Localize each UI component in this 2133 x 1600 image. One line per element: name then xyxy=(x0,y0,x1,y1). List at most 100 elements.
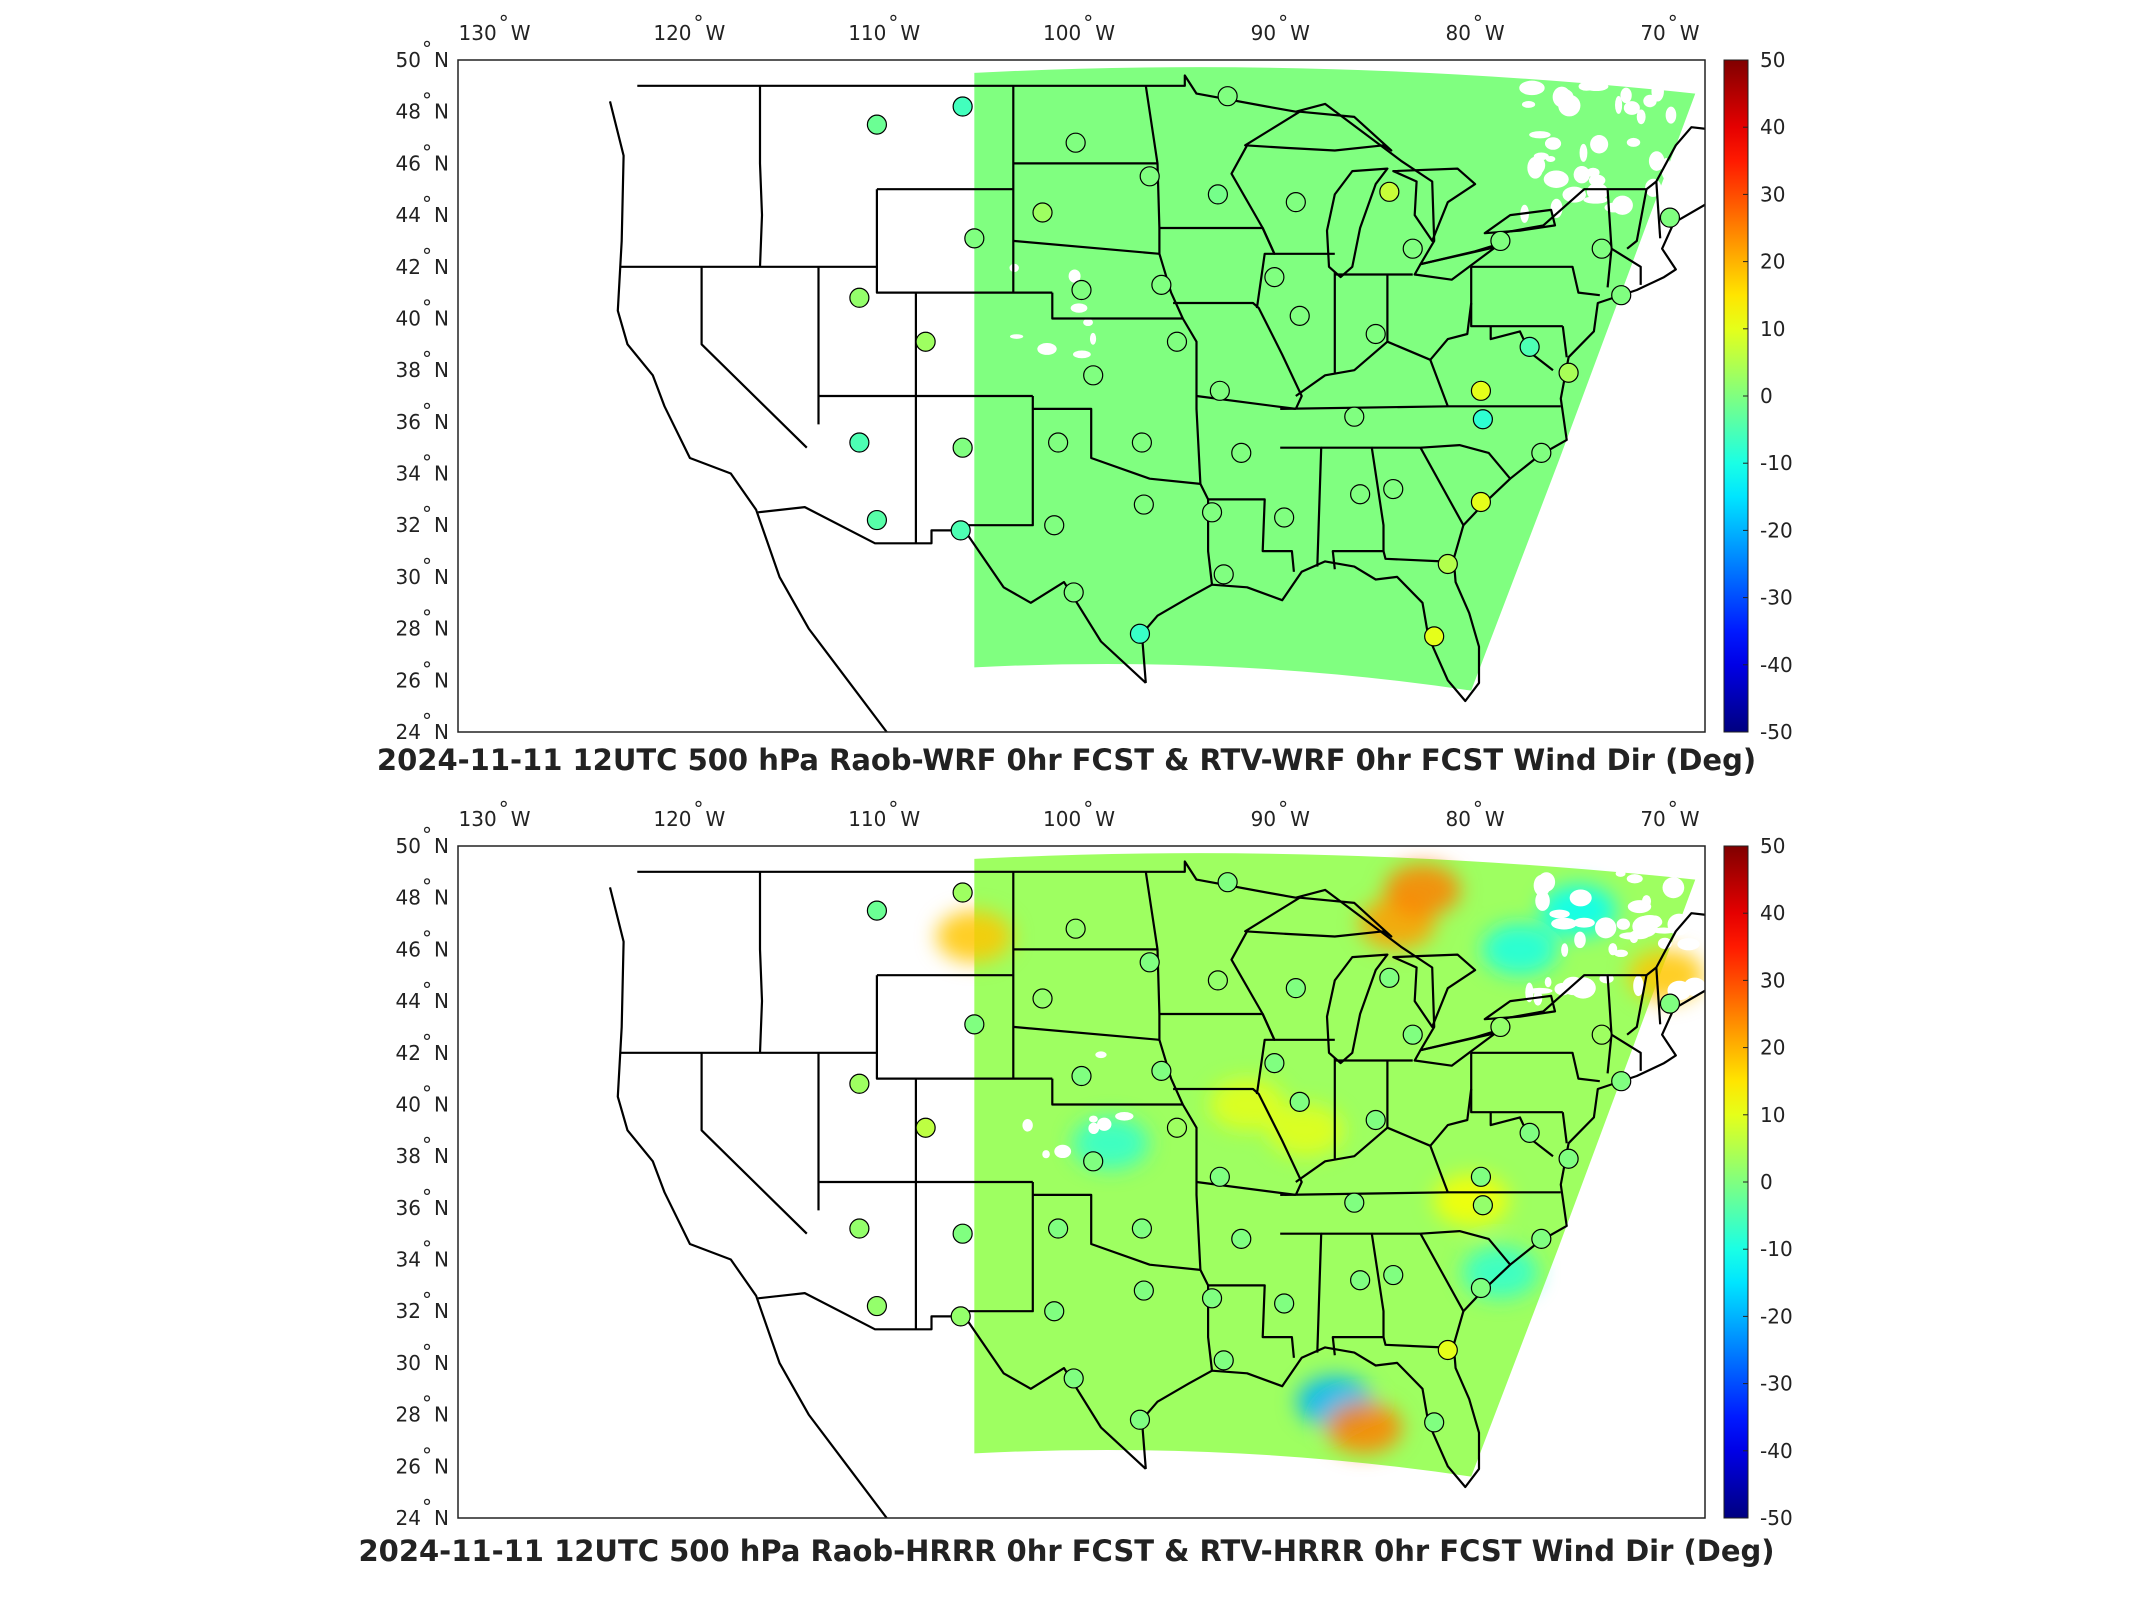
state-boundary xyxy=(1471,1051,1600,1083)
raob-point xyxy=(1344,1192,1365,1213)
speckle xyxy=(1521,101,1536,108)
colorbar-tick-label: 0 xyxy=(1760,384,1773,408)
degree-mark: ° xyxy=(422,978,432,1002)
speckle xyxy=(1009,334,1024,339)
state-boundary xyxy=(1610,247,1642,285)
raob-point xyxy=(964,228,985,249)
x-tick-hemisphere: W xyxy=(1485,807,1505,831)
raob-point xyxy=(1437,553,1458,575)
speckle xyxy=(1544,137,1562,150)
raob-point xyxy=(1213,1350,1234,1371)
y-tick-hemisphere: N xyxy=(434,1092,449,1116)
raob-point xyxy=(1274,507,1295,528)
degree-mark: ° xyxy=(422,823,432,847)
east-gulf-coastline xyxy=(1140,989,1705,1489)
great-lake-outline xyxy=(1392,167,1477,242)
state-boundary xyxy=(1489,326,1554,372)
raob-point xyxy=(915,331,936,352)
speckle xyxy=(1097,1117,1112,1131)
field-anomaly xyxy=(1209,1078,1286,1131)
y-tick-label: 42 xyxy=(396,1041,421,1065)
speckle xyxy=(1551,917,1577,930)
colorbar-tick-label: -20 xyxy=(1760,1304,1793,1328)
y-tick-hemisphere: N xyxy=(434,1403,449,1427)
degree-mark: ° xyxy=(1668,797,1678,821)
degree-mark: ° xyxy=(422,1495,432,1519)
raob-point xyxy=(1201,502,1223,523)
raob-point xyxy=(952,1223,973,1244)
raob-point xyxy=(1350,1270,1371,1291)
speckle xyxy=(1662,877,1685,899)
map-content xyxy=(608,67,1705,732)
degree-mark: ° xyxy=(1473,11,1483,35)
y-tick-hemisphere: N xyxy=(434,1351,449,1375)
y-tick-hemisphere: N xyxy=(434,203,449,227)
missing-data-speckles xyxy=(1009,80,1705,359)
colorbar-tick-label: 30 xyxy=(1760,968,1785,992)
x-tick-hemisphere: W xyxy=(1290,807,1310,831)
raob-point xyxy=(1365,1109,1386,1131)
y-tick-label: 24 xyxy=(396,1506,421,1530)
y-tick-label: 24 xyxy=(396,720,421,744)
x-tick-label: 130 xyxy=(459,807,497,831)
state-boundary xyxy=(1655,181,1662,239)
colorbar-tick-label: -30 xyxy=(1760,1372,1793,1396)
raob-point xyxy=(1131,432,1153,453)
model-field-domain xyxy=(974,67,1696,691)
raob-point xyxy=(1201,1288,1223,1309)
colorbar-tick-label: -30 xyxy=(1760,586,1793,610)
raob-point xyxy=(1344,406,1365,427)
y-tick-hemisphere: N xyxy=(434,989,449,1013)
raob-point xyxy=(1151,274,1172,295)
y-tick-hemisphere: N xyxy=(434,720,449,744)
y-tick-hemisphere: N xyxy=(434,1454,449,1478)
state-boundary xyxy=(1561,326,1568,358)
x-tick-label: 90 xyxy=(1251,21,1276,45)
raob-point xyxy=(1519,336,1540,357)
speckle xyxy=(1573,165,1590,184)
speckle xyxy=(1642,895,1652,908)
y-tick-label: 30 xyxy=(396,565,421,589)
speckle xyxy=(1586,182,1608,201)
x-tick-hemisphere: W xyxy=(511,807,531,831)
state-boundary xyxy=(700,1052,808,1235)
speckle xyxy=(1584,81,1609,92)
colorbar-tick-label: 40 xyxy=(1760,901,1785,925)
speckle xyxy=(1629,929,1650,940)
hrrr-map-panel: 130 ° W 120 ° W 110 ° W 100 ° W 90 ° W 80 ° W 70 ° W 24 ° N 26 ° N… xyxy=(0,790,2133,1600)
raob-point xyxy=(1083,365,1104,386)
raob-point xyxy=(1071,279,1092,301)
speckle xyxy=(1595,917,1617,939)
state-boundary xyxy=(875,975,1053,1080)
y-tick-hemisphere: N xyxy=(434,937,449,961)
speckle xyxy=(1588,174,1606,187)
raob-point xyxy=(1048,1218,1069,1239)
speckle xyxy=(1648,151,1665,171)
raob-point xyxy=(1231,442,1252,463)
speckle xyxy=(1662,180,1683,198)
degree-mark: ° xyxy=(422,399,432,423)
degree-mark: ° xyxy=(422,192,432,216)
y-tick-hemisphere: N xyxy=(434,358,449,382)
state-boundary xyxy=(700,266,808,449)
y-tick-hemisphere: N xyxy=(434,255,449,279)
colorbar-tick-label: -40 xyxy=(1760,653,1793,677)
y-tick-label: 32 xyxy=(396,1299,421,1323)
y-tick-label: 44 xyxy=(396,203,421,227)
raob-point xyxy=(1063,1368,1084,1389)
state-boundary xyxy=(758,85,764,267)
speckle xyxy=(1070,303,1088,313)
state-boundary xyxy=(1013,1025,1160,1041)
y-tick-hemisphere: N xyxy=(434,1506,449,1530)
degree-mark: ° xyxy=(1278,11,1288,35)
speckle xyxy=(1095,1051,1107,1059)
raob-point xyxy=(1611,285,1632,306)
x-tick-hemisphere: W xyxy=(1095,807,1115,831)
raob-point xyxy=(1519,1122,1540,1143)
x-tick-label: 130 xyxy=(459,21,497,45)
degree-mark: ° xyxy=(422,709,432,733)
y-tick-label: 26 xyxy=(396,1454,421,1478)
raob-point xyxy=(1071,1065,1092,1087)
state-boundary xyxy=(1173,301,1303,410)
state-boundary xyxy=(1051,292,1183,320)
